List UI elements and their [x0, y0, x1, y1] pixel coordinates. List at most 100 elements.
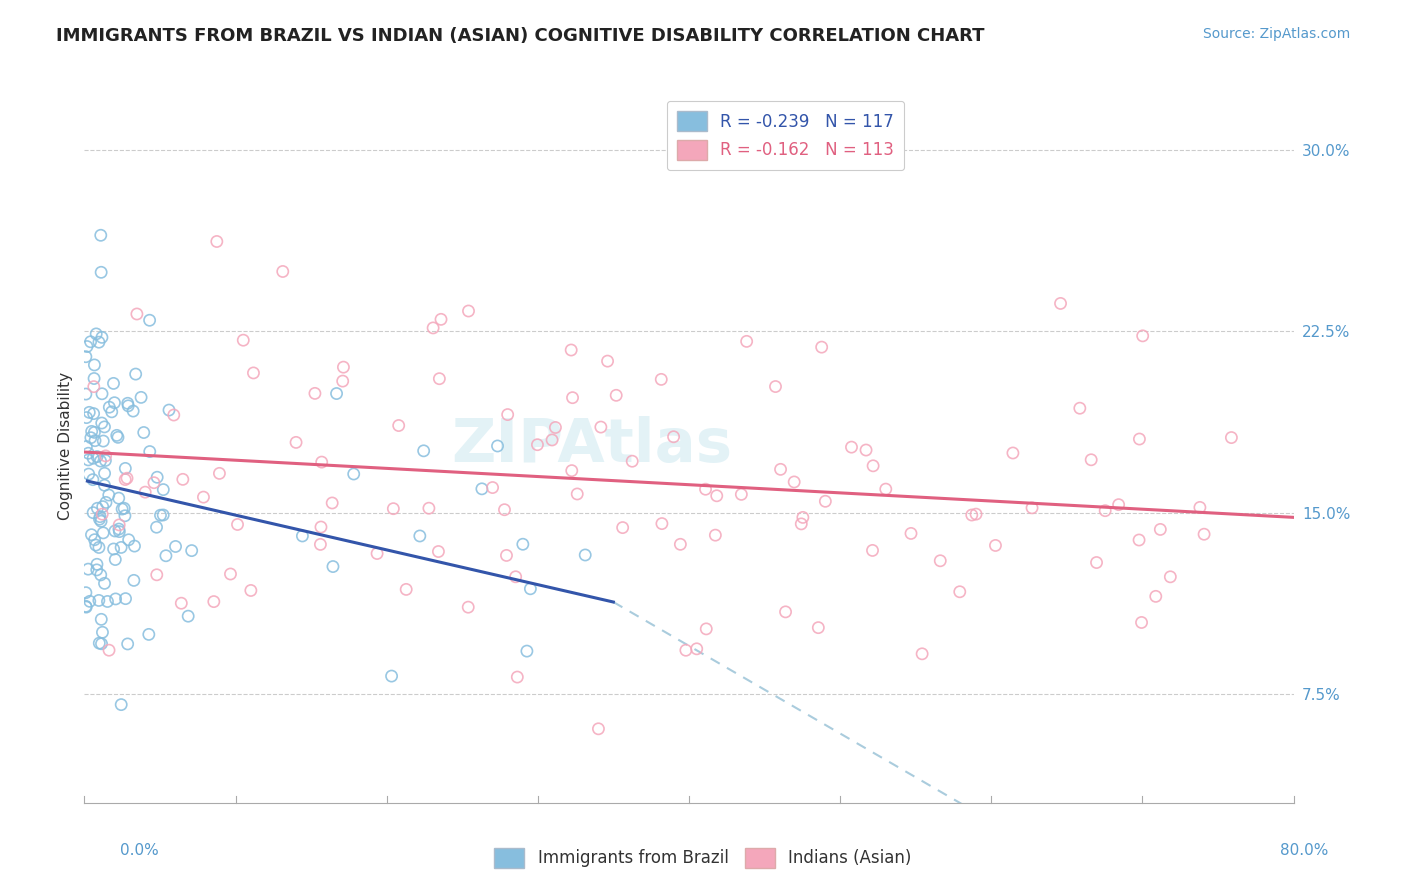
Point [90, 330, 112, 344]
Point [1021, 500, 1043, 515]
Point [103, 541, 125, 556]
Point [332, 360, 354, 375]
Point [100, 405, 122, 419]
Point [769, 462, 792, 476]
Point [427, 372, 450, 386]
Point [112, 501, 135, 516]
Point [219, 567, 242, 582]
Point [1128, 533, 1150, 547]
Point [783, 475, 806, 489]
Point [506, 670, 529, 684]
Point [103, 395, 125, 409]
Point [457, 304, 479, 318]
Point [561, 464, 583, 478]
Point [152, 483, 174, 497]
Point [430, 312, 453, 326]
Point [516, 644, 538, 658]
Point [83, 425, 105, 440]
Point [481, 481, 503, 495]
Text: Source: ZipAtlas.com: Source: ZipAtlas.com [1202, 27, 1350, 41]
Point [90, 612, 112, 626]
Point [90, 265, 112, 279]
Point [202, 594, 225, 608]
Point [1128, 432, 1150, 446]
Point [91, 625, 114, 640]
Point [395, 582, 418, 597]
Point [232, 333, 254, 347]
Point [900, 526, 922, 541]
Point [132, 425, 155, 440]
Point [1188, 500, 1211, 515]
Point [114, 461, 136, 475]
Point [139, 444, 162, 458]
Point [83, 379, 105, 393]
Point [93, 420, 115, 434]
Point [862, 543, 884, 558]
Point [322, 559, 344, 574]
Point [325, 386, 347, 401]
Point [91, 434, 114, 448]
Point [285, 435, 308, 450]
Point [83, 533, 105, 547]
Point [76, 339, 98, 353]
Point [526, 438, 548, 452]
Point [1085, 556, 1108, 570]
Point [155, 549, 177, 563]
Text: ZIPAtlas: ZIPAtlas [451, 417, 733, 475]
Point [875, 482, 897, 496]
Text: 80.0%: 80.0% [1281, 843, 1329, 858]
Point [706, 489, 728, 503]
Point [621, 454, 644, 468]
Point [807, 621, 830, 635]
Point [125, 367, 148, 381]
Point [790, 516, 813, 531]
Point [104, 524, 127, 538]
Point [97, 488, 120, 502]
Point [105, 428, 128, 442]
Point [152, 508, 174, 522]
Point [242, 366, 264, 380]
Point [381, 669, 404, 683]
Point [79, 405, 101, 419]
Point [984, 539, 1007, 553]
Point [650, 372, 672, 386]
Point [409, 529, 432, 543]
Point [965, 507, 987, 521]
Point [163, 408, 186, 422]
Point [114, 591, 136, 606]
Point [949, 584, 972, 599]
Point [75, 440, 97, 454]
Text: 0.0%: 0.0% [120, 843, 159, 858]
Point [91, 525, 114, 540]
Point [291, 529, 314, 543]
Point [108, 522, 131, 536]
Point [90, 567, 112, 582]
Point [704, 528, 727, 542]
Point [486, 439, 509, 453]
Point [427, 544, 450, 558]
Point [605, 388, 627, 402]
Point [588, 722, 610, 736]
Point [271, 264, 294, 278]
Point [107, 491, 129, 505]
Point [117, 637, 139, 651]
Point [86, 501, 108, 516]
Point [103, 376, 125, 391]
Point [104, 552, 127, 566]
Point [412, 443, 434, 458]
Point [83, 358, 105, 372]
Point [496, 408, 519, 422]
Point [80, 431, 103, 445]
Point [675, 643, 697, 657]
Point [110, 698, 132, 712]
Point [107, 430, 129, 444]
Point [669, 537, 692, 551]
Legend: R = -0.239   N = 117, R = -0.162   N = 113: R = -0.239 N = 117, R = -0.162 N = 113 [666, 101, 904, 170]
Point [75, 387, 97, 401]
Point [304, 386, 326, 401]
Point [110, 541, 132, 555]
Point [855, 443, 877, 458]
Point [82, 506, 104, 520]
Point [80, 425, 103, 439]
Point [90, 454, 112, 468]
